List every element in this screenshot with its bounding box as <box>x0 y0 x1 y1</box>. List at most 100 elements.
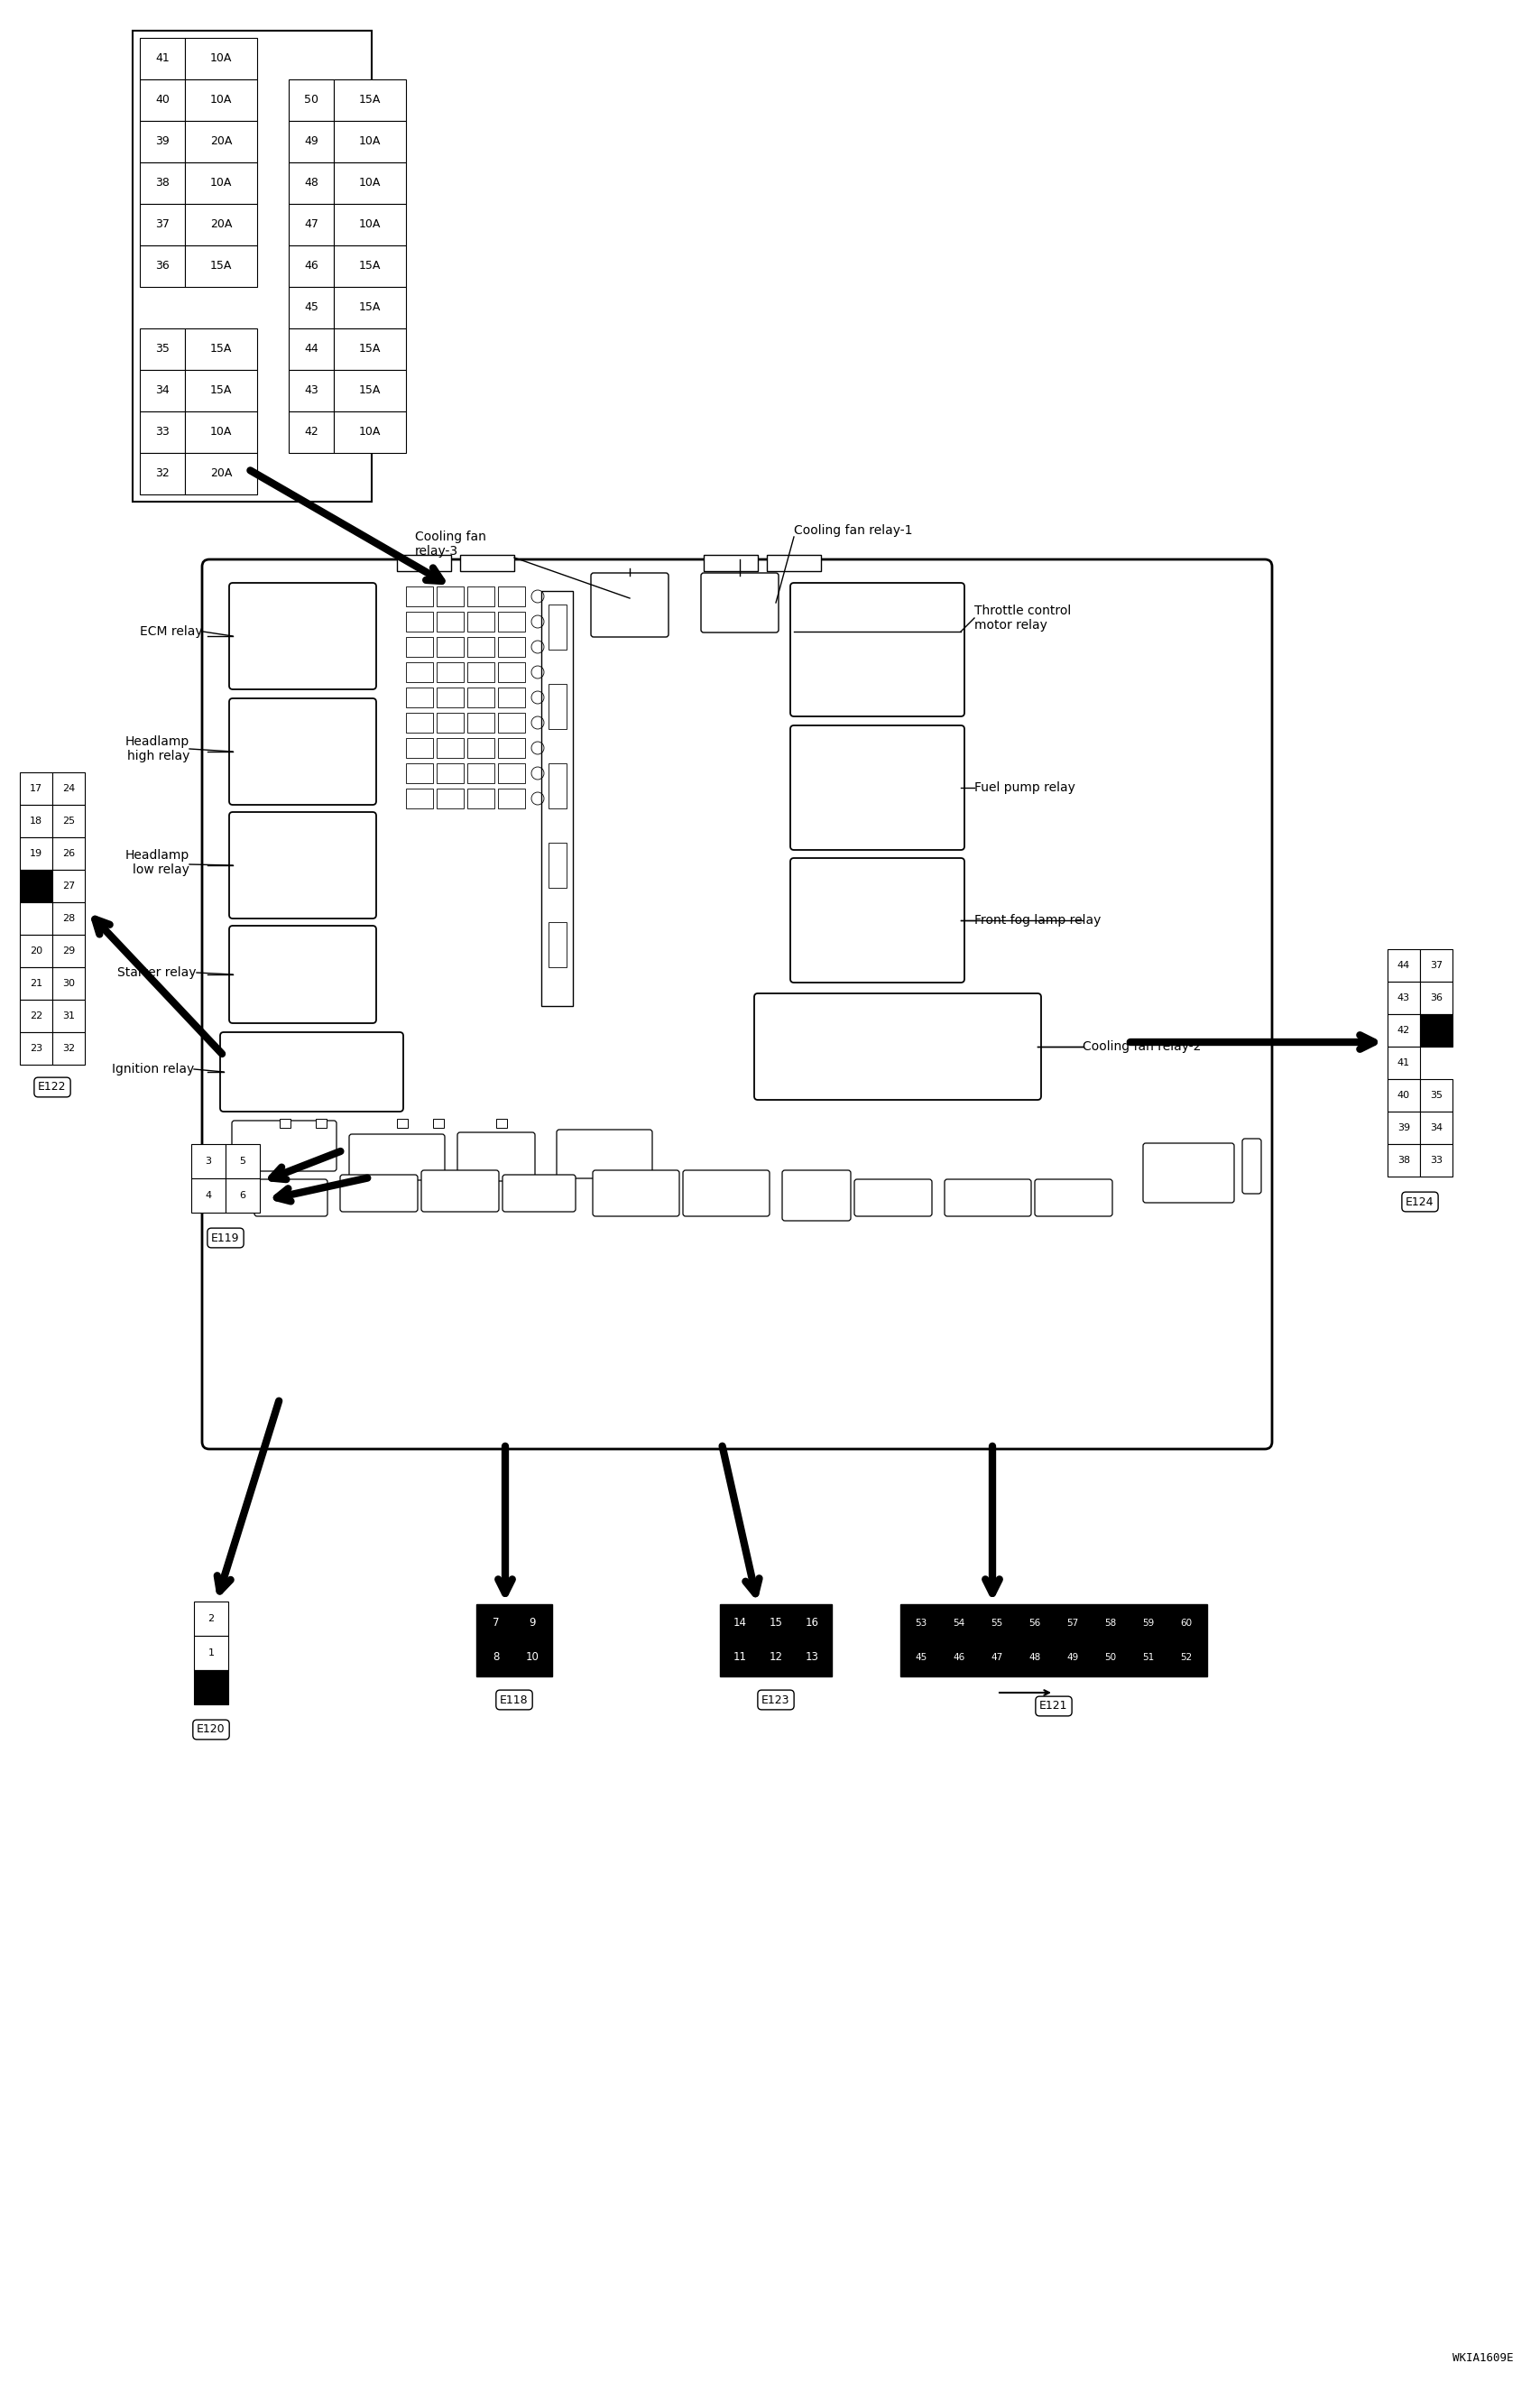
Bar <box>334 122 405 163</box>
Text: 39: 39 <box>1397 1124 1409 1133</box>
Text: 47: 47 <box>303 220 319 230</box>
Text: 46: 46 <box>303 261 319 273</box>
Text: E121: E121 <box>1040 1700 1067 1712</box>
Text: 1: 1 <box>208 1647 214 1657</box>
FancyBboxPatch shape <box>1143 1143 1234 1203</box>
Text: 26: 26 <box>62 849 75 858</box>
FancyBboxPatch shape <box>229 698 376 806</box>
Bar <box>467 636 494 658</box>
Bar <box>1420 1014 1452 1047</box>
Text: 43: 43 <box>1397 992 1409 1002</box>
Text: Throttle control
motor relay: Throttle control motor relay <box>973 605 1070 631</box>
Text: 45: 45 <box>915 1652 927 1662</box>
Bar <box>194 1669 228 1705</box>
Bar <box>405 789 433 808</box>
Text: 51: 51 <box>1141 1652 1153 1662</box>
Text: 27: 27 <box>62 882 75 889</box>
Text: Front fog lamp relay: Front fog lamp relay <box>973 913 1101 928</box>
Text: 25: 25 <box>62 818 75 825</box>
Bar <box>405 586 433 607</box>
Bar <box>467 689 494 708</box>
Text: 14: 14 <box>733 1616 745 1628</box>
Bar <box>467 713 494 732</box>
FancyBboxPatch shape <box>590 574 668 636</box>
Bar <box>288 163 334 203</box>
FancyBboxPatch shape <box>1035 1179 1112 1217</box>
Bar <box>334 163 405 203</box>
Text: 10A: 10A <box>209 426 233 438</box>
Bar <box>140 246 185 287</box>
Text: 23: 23 <box>29 1045 43 1052</box>
Bar <box>140 371 185 411</box>
Bar <box>52 901 85 935</box>
Bar <box>496 1119 507 1129</box>
Bar <box>20 1033 52 1064</box>
Bar <box>548 605 567 650</box>
Bar <box>52 806 85 837</box>
FancyBboxPatch shape <box>340 1174 417 1212</box>
Text: E122: E122 <box>39 1081 66 1093</box>
Text: 17: 17 <box>29 784 43 794</box>
Text: E123: E123 <box>761 1693 790 1705</box>
Bar <box>185 411 257 452</box>
FancyBboxPatch shape <box>254 1179 328 1217</box>
Text: 15A: 15A <box>209 385 233 397</box>
Bar <box>20 870 52 901</box>
Text: 11: 11 <box>733 1652 745 1664</box>
Text: Ignition relay: Ignition relay <box>111 1064 194 1076</box>
Text: 33: 33 <box>1429 1155 1441 1164</box>
Bar <box>497 789 525 808</box>
Bar <box>52 968 85 999</box>
Text: 40: 40 <box>156 93 169 105</box>
Text: Cooling fan relay-1: Cooling fan relay-1 <box>793 524 912 538</box>
Text: 29: 29 <box>62 947 75 956</box>
Bar <box>20 999 52 1033</box>
Bar <box>497 713 525 732</box>
Text: 15A: 15A <box>209 261 233 273</box>
Text: 21: 21 <box>29 978 43 987</box>
Text: 36: 36 <box>1429 992 1441 1002</box>
Text: Starter relay: Starter relay <box>117 966 197 978</box>
Text: WKIA1609E: WKIA1609E <box>1452 2353 1512 2365</box>
Bar <box>548 923 567 968</box>
Bar <box>140 203 185 246</box>
Bar <box>20 901 52 935</box>
Bar <box>334 287 405 328</box>
Bar <box>476 1604 551 1676</box>
Bar <box>140 122 185 163</box>
Text: 12: 12 <box>768 1652 782 1664</box>
Text: 10A: 10A <box>209 53 233 65</box>
Text: E120: E120 <box>197 1724 225 1736</box>
Text: 4: 4 <box>205 1191 211 1200</box>
Text: 15A: 15A <box>359 261 380 273</box>
Text: 48: 48 <box>303 177 319 189</box>
FancyBboxPatch shape <box>753 992 1041 1100</box>
FancyBboxPatch shape <box>682 1169 768 1217</box>
Text: 20A: 20A <box>209 136 233 148</box>
Bar <box>467 789 494 808</box>
FancyBboxPatch shape <box>220 1033 403 1112</box>
Bar <box>185 38 257 79</box>
Bar <box>467 739 494 758</box>
Text: 2: 2 <box>208 1614 214 1623</box>
Bar <box>433 1119 444 1129</box>
Bar <box>185 122 257 163</box>
Bar <box>497 739 525 758</box>
Text: 31: 31 <box>62 1011 75 1021</box>
Bar <box>185 371 257 411</box>
Bar <box>185 203 257 246</box>
Text: 34: 34 <box>156 385 169 397</box>
Bar <box>436 789 464 808</box>
Bar <box>140 79 185 122</box>
Bar <box>405 636 433 658</box>
FancyBboxPatch shape <box>790 724 964 849</box>
Text: E124: E124 <box>1404 1196 1434 1207</box>
Text: E119: E119 <box>211 1231 240 1243</box>
Text: 60: 60 <box>1180 1619 1192 1628</box>
Text: 5: 5 <box>239 1157 246 1167</box>
Bar <box>1420 1112 1452 1143</box>
Text: 10: 10 <box>525 1652 539 1664</box>
Bar <box>288 122 334 163</box>
Text: 56: 56 <box>1029 1619 1040 1628</box>
Bar <box>436 662 464 681</box>
